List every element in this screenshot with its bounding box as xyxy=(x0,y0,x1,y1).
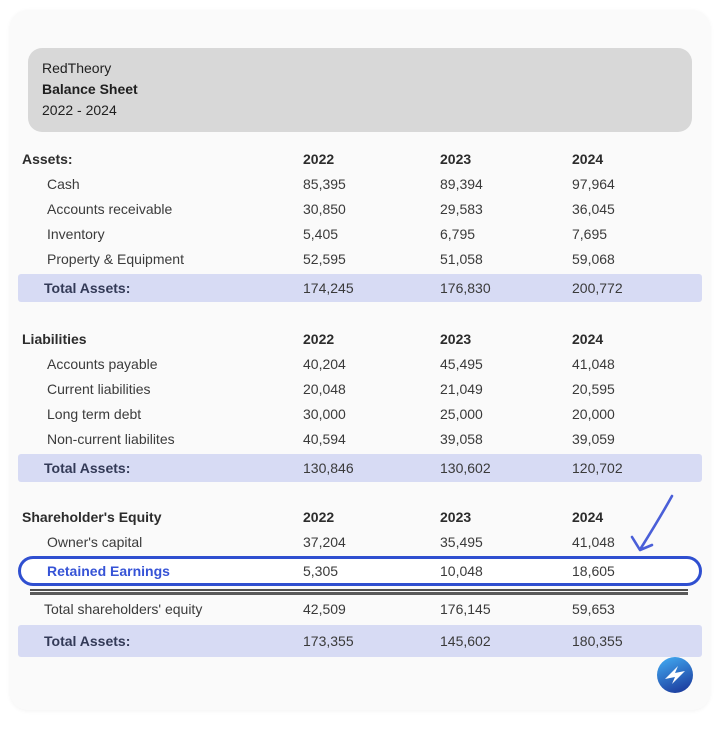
year-header-2023: 2023 xyxy=(440,330,472,347)
subtotal-2022: 42,509 xyxy=(303,601,346,617)
value-2022: 85,395 xyxy=(303,175,346,192)
total-2022: 173,355 xyxy=(303,633,354,649)
row-label: Owner's capital xyxy=(47,533,143,550)
total-2022: 174,245 xyxy=(303,280,354,296)
row-label: Current liabilities xyxy=(47,380,151,397)
value-2023: 35,495 xyxy=(440,533,483,550)
row-label: Accounts payable xyxy=(47,355,158,372)
total-label: Total Assets: xyxy=(44,460,131,476)
value-2024: 7,695 xyxy=(572,225,608,242)
retained-earnings-2023: 10,048 xyxy=(440,563,483,579)
value-2022: 40,204 xyxy=(303,355,346,372)
table-row-owners-capital: Owner's capital 37,204 35,495 41,048 xyxy=(10,529,710,554)
row-label: Long term debt xyxy=(47,405,142,422)
total-2023: 145,602 xyxy=(440,633,491,649)
total-2024: 200,772 xyxy=(572,280,623,296)
retained-earnings-highlight-row: Retained Earnings 5,305 10,048 18,605 xyxy=(18,556,702,586)
year-header-2023: 2023 xyxy=(440,508,472,525)
subtotal-2024: 59,653 xyxy=(572,601,615,617)
value-2024: 97,964 xyxy=(572,175,615,192)
table-row-accounts-receivable: Accounts receivable 30,850 29,583 36,045 xyxy=(10,196,710,221)
annotation-arrow-icon xyxy=(620,490,682,562)
year-header-2022: 2022 xyxy=(303,150,335,167)
total-label: Total Assets: xyxy=(44,633,131,649)
row-label: Cash xyxy=(47,175,80,192)
year-header-2024: 2024 xyxy=(572,508,604,525)
table-row-property-equipment: Property & Equipment 52,595 51,058 59,06… xyxy=(10,246,710,271)
equity-section: Shareholder's Equity 2022 2023 2024 Owne… xyxy=(10,504,710,657)
row-label: Inventory xyxy=(47,225,105,242)
total-2023: 130,602 xyxy=(440,460,491,476)
assets-section: Assets: 2022 2023 2024 Cash 85,395 89,39… xyxy=(10,146,710,302)
table-row-long-term-debt: Long term debt 30,000 25,000 20,000 xyxy=(10,401,710,426)
value-2023: 25,000 xyxy=(440,405,483,422)
value-2024: 20,000 xyxy=(572,405,615,422)
value-2023: 51,058 xyxy=(440,250,483,267)
subtotal-label: Total shareholders' equity xyxy=(44,601,203,617)
value-2022: 20,048 xyxy=(303,380,346,397)
value-2022: 30,000 xyxy=(303,405,346,422)
section-title-assets: Assets: xyxy=(22,150,73,167)
company-name: RedTheory xyxy=(42,60,112,76)
value-2022: 40,594 xyxy=(303,430,346,447)
liabilities-section: Liabilities 2022 2023 2024 Accounts paya… xyxy=(10,326,710,482)
value-2024: 39,059 xyxy=(572,430,615,447)
table-row-non-current-liabilities: Non-current liabilites 40,594 39,058 39,… xyxy=(10,426,710,451)
subtotal-2023: 176,145 xyxy=(440,601,491,617)
total-2024: 180,355 xyxy=(572,633,623,649)
table-row-inventory: Inventory 5,405 6,795 7,695 xyxy=(10,221,710,246)
row-label: Non-current liabilites xyxy=(47,430,175,447)
total-2022: 130,846 xyxy=(303,460,354,476)
value-2023: 89,394 xyxy=(440,175,483,192)
value-2024: 41,048 xyxy=(572,355,615,372)
value-2024: 41,048 xyxy=(572,533,615,550)
retained-earnings-label: Retained Earnings xyxy=(47,563,170,579)
value-2023: 6,795 xyxy=(440,225,476,242)
total-2024: 120,702 xyxy=(572,460,623,476)
year-header-2024: 2024 xyxy=(572,150,604,167)
year-header-2022: 2022 xyxy=(303,330,335,347)
value-2023: 45,495 xyxy=(440,355,483,372)
value-2022: 37,204 xyxy=(303,533,346,550)
total-equity-row: Total Assets: 173,355 145,602 180,355 xyxy=(18,625,702,657)
total-liabilities-row: Total Assets: 130,846 130,602 120,702 xyxy=(18,454,702,482)
balance-sheet-card: RedTheory Balance Sheet 2022 - 2024 Asse… xyxy=(10,10,710,710)
retained-earnings-2022: 5,305 xyxy=(303,563,339,579)
value-2022: 5,405 xyxy=(303,225,339,242)
year-header-2023: 2023 xyxy=(440,150,472,167)
retained-earnings-2024: 18,605 xyxy=(572,563,615,579)
value-2023: 29,583 xyxy=(440,200,483,217)
section-title-equity: Shareholder's Equity xyxy=(22,508,162,525)
section-title-liabilities: Liabilities xyxy=(22,330,87,347)
table-row-current-liabilities: Current liabilities 20,048 21,049 20,595 xyxy=(10,376,710,401)
year-header-2024: 2024 xyxy=(572,330,604,347)
table-row-accounts-payable: Accounts payable 40,204 45,495 41,048 xyxy=(10,351,710,376)
value-2023: 39,058 xyxy=(440,430,483,447)
double-underline xyxy=(30,589,688,595)
value-2022: 30,850 xyxy=(303,200,346,217)
equity-header-row: Shareholder's Equity 2022 2023 2024 xyxy=(10,504,710,529)
brand-logo-icon xyxy=(656,656,694,694)
document-title: Balance Sheet xyxy=(42,81,138,97)
assets-header-row: Assets: 2022 2023 2024 xyxy=(10,146,710,171)
row-label: Accounts receivable xyxy=(47,200,173,217)
total-shareholders-equity-row: Total shareholders' equity 42,509 176,14… xyxy=(10,597,710,621)
value-2023: 21,049 xyxy=(440,380,483,397)
title-block: RedTheory Balance Sheet 2022 - 2024 xyxy=(28,48,692,132)
value-2024: 59,068 xyxy=(572,250,615,267)
year-header-2022: 2022 xyxy=(303,508,335,525)
liabilities-header-row: Liabilities 2022 2023 2024 xyxy=(10,326,710,351)
period-range: 2022 - 2024 xyxy=(42,102,117,118)
row-label: Property & Equipment xyxy=(47,250,184,267)
value-2022: 52,595 xyxy=(303,250,346,267)
total-label: Total Assets: xyxy=(44,280,131,296)
value-2024: 20,595 xyxy=(572,380,615,397)
total-2023: 176,830 xyxy=(440,280,491,296)
value-2024: 36,045 xyxy=(572,200,615,217)
total-assets-row: Total Assets: 174,245 176,830 200,772 xyxy=(18,274,702,302)
table-row-cash: Cash 85,395 89,394 97,964 xyxy=(10,171,710,196)
